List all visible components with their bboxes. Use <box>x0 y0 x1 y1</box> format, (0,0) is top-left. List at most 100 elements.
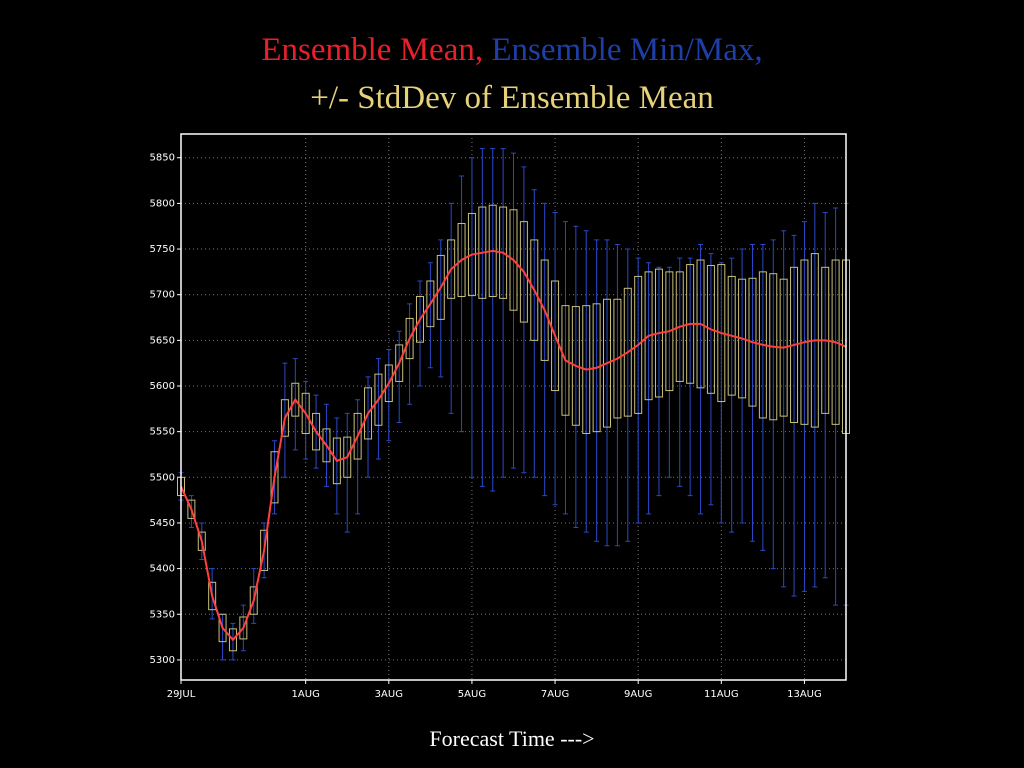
min-max-whisker <box>781 230 787 588</box>
min-max-whisker <box>230 622 236 661</box>
y-tick-label: 5500 <box>150 472 175 483</box>
min-max-whisker <box>303 380 309 460</box>
y-tick-label: 5550 <box>150 427 175 438</box>
y-tick-label: 5750 <box>150 244 175 255</box>
min-max-whisker <box>407 303 413 405</box>
std-box <box>415 296 424 343</box>
min-max-whisker <box>531 189 537 478</box>
min-max-whisker <box>459 175 465 433</box>
std-box <box>623 287 632 417</box>
y-tick-label: 5300 <box>150 655 175 666</box>
min-max-whisker <box>375 358 381 460</box>
std-box <box>208 581 217 611</box>
min-max-whisker <box>427 262 433 369</box>
std-box <box>561 305 570 416</box>
min-max-whisker <box>594 239 600 542</box>
std-box <box>218 613 227 643</box>
std-box <box>249 586 258 615</box>
std-box <box>312 412 321 451</box>
std-box <box>436 254 445 320</box>
y-tick-label: 5850 <box>150 153 175 164</box>
std-box <box>322 428 331 463</box>
min-max-whisker <box>552 212 558 506</box>
mean-line <box>180 249 847 642</box>
title-part: +/- StdDev of Ensemble Mean <box>310 80 714 116</box>
min-max-whisker <box>791 234 797 597</box>
min-max-whisker <box>718 262 724 524</box>
std-box <box>395 344 404 382</box>
min-max-whisker <box>396 330 402 424</box>
std-box <box>519 221 528 323</box>
min-max-whisker <box>614 243 620 547</box>
std-box <box>530 239 539 341</box>
chart-title: Ensemble Mean, Ensemble Min/Max, <box>261 32 762 68</box>
min-max-whisker <box>749 243 755 542</box>
std-box <box>613 298 622 419</box>
std-box <box>603 298 612 428</box>
min-max-whisker <box>760 243 766 551</box>
std-box <box>457 222 466 298</box>
min-max-whisker <box>708 253 714 506</box>
std-box <box>405 317 414 360</box>
min-max-whisker <box>656 266 662 497</box>
min-max-whisker <box>479 148 485 487</box>
min-max-whisker <box>573 225 579 529</box>
min-max-whisker <box>687 257 693 497</box>
std-box <box>509 209 518 311</box>
min-max-whisker <box>583 230 589 533</box>
x-tick-label: 9AUG <box>624 689 652 700</box>
min-max-whisker <box>822 212 828 579</box>
std-box <box>239 616 248 640</box>
std-box <box>571 306 580 426</box>
min-max-whisker <box>770 239 776 570</box>
min-max-whisker <box>698 243 704 515</box>
min-max-whisker <box>469 157 475 478</box>
min-max-whisker <box>604 239 610 547</box>
std-box <box>197 531 206 551</box>
std-box <box>280 399 289 437</box>
std-box <box>228 628 237 652</box>
std-box <box>540 259 549 361</box>
std-box <box>364 387 373 440</box>
std-box <box>551 280 560 392</box>
x-tick-label: 11AUG <box>704 689 739 700</box>
min-max-whisker <box>833 207 839 606</box>
std-box <box>353 412 362 460</box>
title-part: Ensemble Mean, <box>261 32 483 68</box>
std-box <box>343 436 352 478</box>
min-max-whisker <box>334 417 340 515</box>
title-part: Ensemble Min/Max, <box>491 32 762 68</box>
x-tick-label: 3AUG <box>375 689 403 700</box>
min-max-whisker <box>500 148 506 478</box>
y-tick-label: 5400 <box>150 564 175 575</box>
std-box <box>374 373 383 426</box>
std-box <box>447 239 456 299</box>
min-max-whisker <box>542 202 548 497</box>
plot-frame <box>180 133 847 681</box>
min-max-whisker <box>448 202 454 414</box>
x-tick-label: 1AUG <box>292 689 320 700</box>
min-max-whisker <box>635 257 641 524</box>
min-max-whisker <box>355 399 361 515</box>
std-box <box>270 451 279 504</box>
min-max-whisker <box>625 248 631 542</box>
x-tick-label: 5AUG <box>458 689 486 700</box>
y-tick-label: 5800 <box>150 198 175 209</box>
std-box <box>260 529 269 571</box>
min-max-whisker <box>646 262 652 515</box>
x-tick-label: 7AUG <box>541 689 569 700</box>
y-tick-label: 5700 <box>150 290 175 301</box>
std-box <box>187 499 196 519</box>
x-axis-label: Forecast Time ---> <box>429 726 594 751</box>
min-max-whisker <box>344 412 350 533</box>
min-max-whisker <box>812 202 818 588</box>
min-max-whisker <box>365 376 371 478</box>
min-max-whisker <box>438 239 444 378</box>
min-max-whisker <box>562 221 568 515</box>
std-box <box>426 280 435 328</box>
min-max-whisker <box>666 266 672 478</box>
std-box <box>384 364 393 403</box>
std-box <box>291 382 300 417</box>
